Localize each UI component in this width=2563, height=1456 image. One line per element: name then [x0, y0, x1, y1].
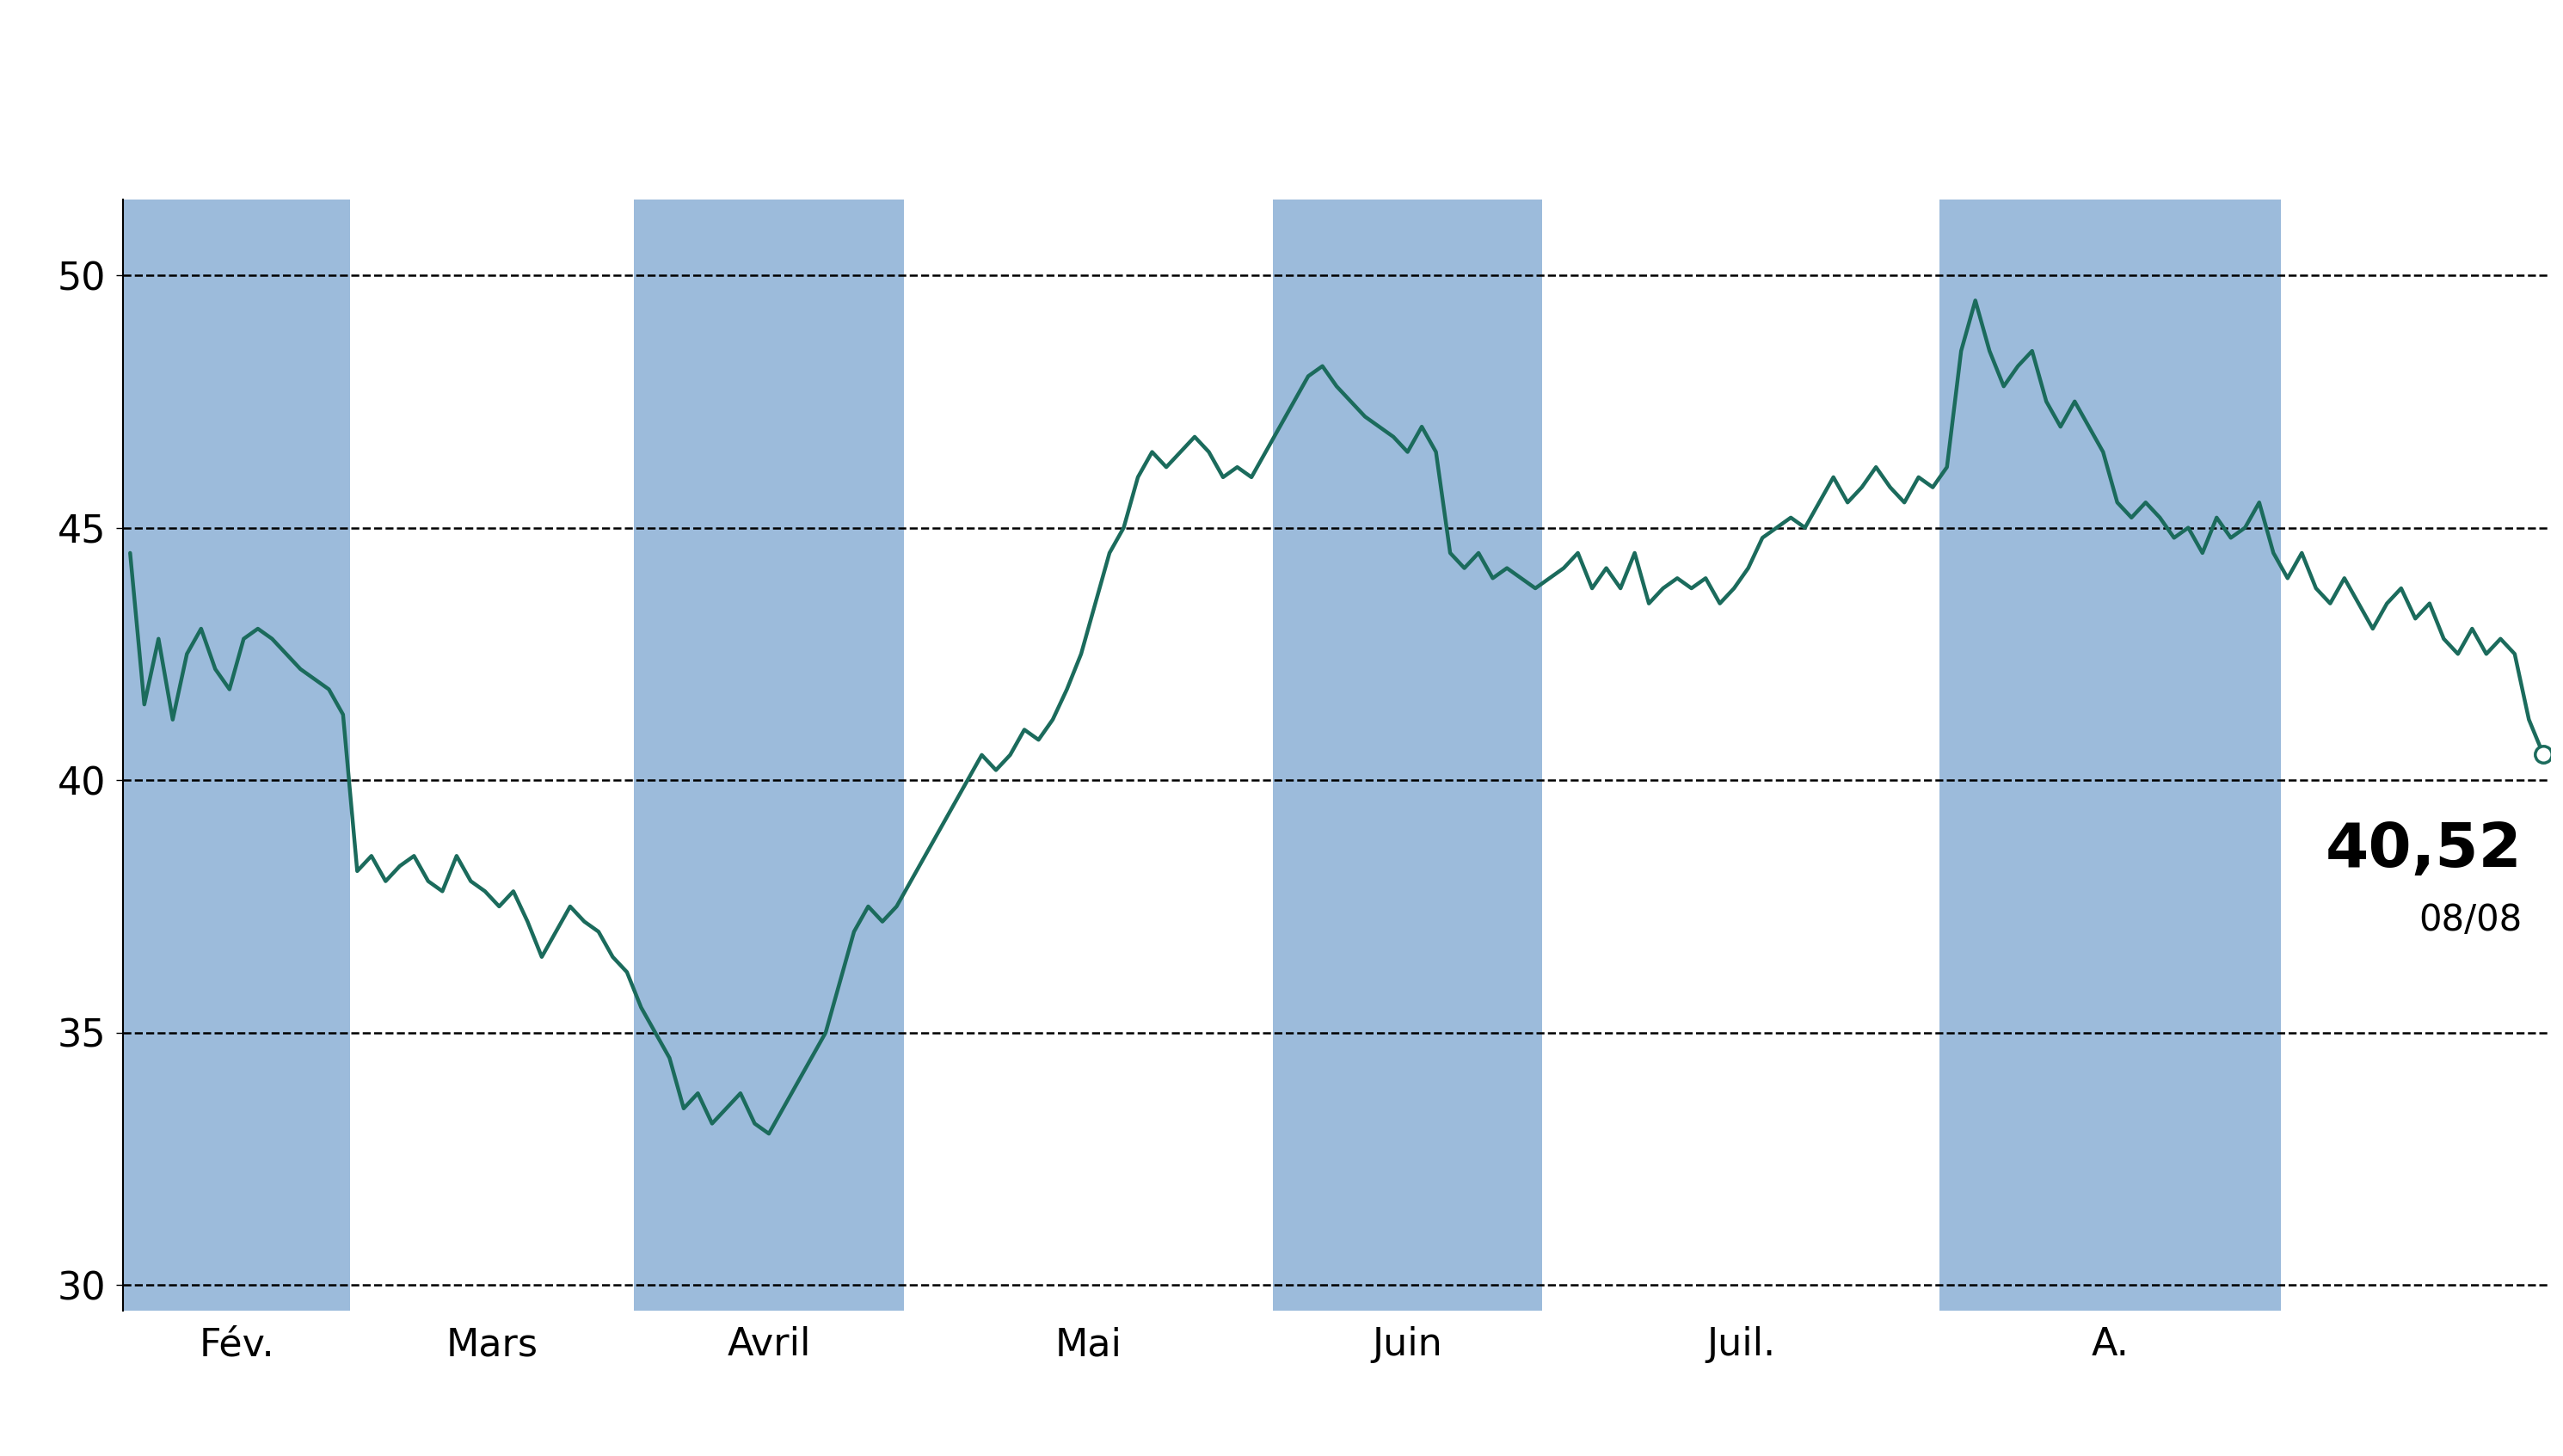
Bar [123, 199, 351, 1310]
Text: 40,52: 40,52 [2325, 820, 2522, 879]
Text: 08/08: 08/08 [2419, 903, 2522, 939]
Bar [1940, 199, 2281, 1310]
Bar [633, 199, 905, 1310]
Text: Eckert & Ziegler Strahlen- und Medizintechnik AG: Eckert & Ziegler Strahlen- und Medizinte… [51, 44, 2563, 134]
Bar [1274, 199, 1543, 1310]
